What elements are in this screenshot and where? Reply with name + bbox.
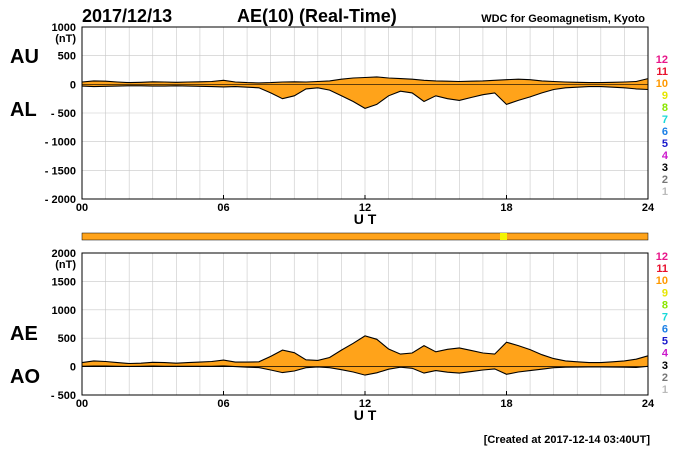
series-line-ae bbox=[81, 335, 649, 365]
station-legend-item: 10 bbox=[656, 275, 668, 287]
station-legend-item: 4 bbox=[662, 150, 669, 162]
x-tick-label: 12 bbox=[359, 398, 371, 410]
x-tick-label: 18 bbox=[500, 398, 512, 410]
chart-panel-0: 1000 500 0 - 500 - 1000 - 1500 - 2000 (nT) 00 06 1… bbox=[10, 22, 669, 227]
y-tick-label: 1000 bbox=[52, 305, 76, 317]
x-tick-label: 24 bbox=[642, 202, 655, 214]
x-tick-label: 06 bbox=[217, 398, 229, 410]
station-legend-item: 9 bbox=[662, 90, 668, 102]
index-area bbox=[82, 76, 648, 109]
station-legend-item: 1 bbox=[662, 384, 668, 396]
series-label-au: AU bbox=[10, 46, 39, 68]
station-legend-item: 10 bbox=[656, 78, 668, 90]
series-line-au bbox=[81, 76, 649, 84]
y-tick-label: 1500 bbox=[52, 276, 76, 288]
y-tick-label: 0 bbox=[70, 79, 76, 91]
y-tick-label: 0 bbox=[70, 362, 76, 374]
series-label-ao: AO bbox=[10, 366, 40, 388]
y-tick-label: 1000 bbox=[52, 22, 76, 34]
x-tick-label: 18 bbox=[500, 202, 512, 214]
station-legend-item: 11 bbox=[656, 263, 668, 275]
y-tick-label: - 500 bbox=[51, 108, 76, 120]
y-tick-label: 500 bbox=[58, 51, 76, 63]
station-legend-item: 3 bbox=[662, 162, 668, 174]
series-label-al: AL bbox=[10, 99, 37, 121]
status-bar-highlight bbox=[500, 233, 507, 240]
y-tick-label: 500 bbox=[58, 333, 76, 345]
station-legend-item: 5 bbox=[662, 336, 668, 348]
y-tick-label: 2000 bbox=[52, 248, 76, 260]
station-legend-item: 6 bbox=[662, 324, 668, 336]
y-tick-label: - 1000 bbox=[45, 137, 76, 149]
index-area bbox=[82, 335, 648, 376]
station-legend-item: 4 bbox=[662, 348, 669, 360]
x-tick-label: 00 bbox=[76, 202, 88, 214]
y-tick-label: - 500 bbox=[51, 390, 76, 402]
index-title: AE(10) (Real-Time) bbox=[237, 6, 397, 26]
x-tick-label: 06 bbox=[217, 202, 229, 214]
y-units-label: (nT) bbox=[55, 259, 76, 271]
station-status-bar bbox=[81, 232, 649, 241]
y-tick-label: - 1500 bbox=[45, 165, 76, 177]
station-legend-item: 12 bbox=[656, 251, 668, 263]
station-legend-item: 8 bbox=[662, 102, 668, 114]
station-legend-item: 11 bbox=[656, 66, 668, 78]
x-tick-label: 12 bbox=[359, 202, 371, 214]
y-units-label: (nT) bbox=[55, 33, 76, 45]
station-legend-item: 6 bbox=[662, 126, 668, 138]
station-legend-item: 7 bbox=[662, 114, 668, 126]
x-tick-label: 24 bbox=[642, 398, 655, 410]
created-timestamp: [Created at 2017-12-14 03:40UT] bbox=[484, 434, 651, 446]
station-legend-item: 2 bbox=[662, 174, 668, 186]
station-legend-item: 3 bbox=[662, 360, 668, 372]
station-legend-item: 5 bbox=[662, 138, 668, 150]
station-legend-item: 2 bbox=[662, 372, 668, 384]
x-axis-label: U T bbox=[354, 211, 377, 227]
series-line-al bbox=[81, 85, 649, 110]
station-legend-item: 12 bbox=[656, 54, 668, 66]
series-label-ae: AE bbox=[10, 323, 38, 345]
y-tick-label: - 2000 bbox=[45, 194, 76, 206]
station-legend-item: 1 bbox=[662, 186, 668, 198]
source-label: WDC for Geomagnetism, Kyoto bbox=[481, 13, 645, 25]
x-tick-label: 00 bbox=[76, 398, 88, 410]
x-axis-label: U T bbox=[354, 407, 377, 423]
date-title: 2017/12/13 bbox=[82, 6, 172, 26]
station-legend-item: 8 bbox=[662, 299, 668, 311]
station-legend-item: 7 bbox=[662, 311, 668, 323]
station-legend-item: 9 bbox=[662, 287, 668, 299]
